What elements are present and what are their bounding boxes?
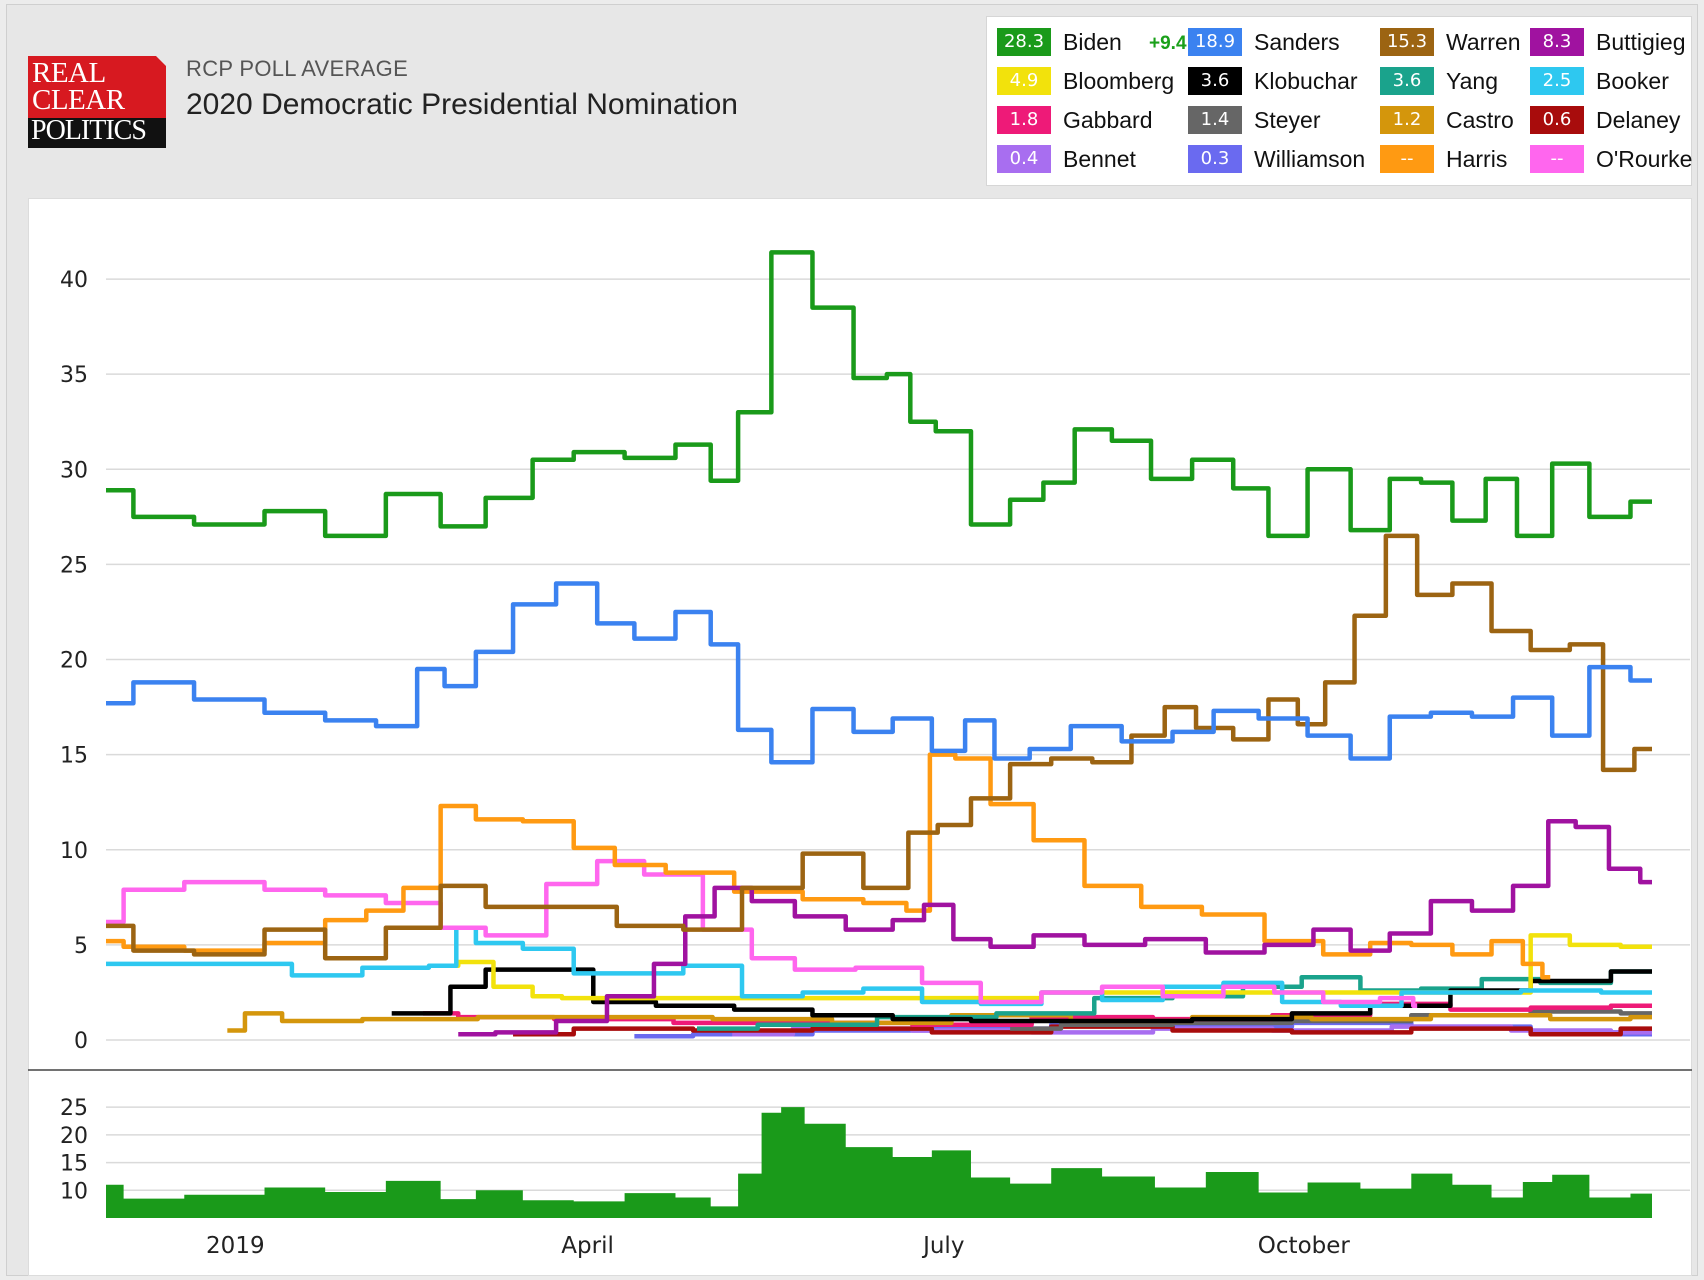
series-line-buttigieg[interactable] (458, 818, 1652, 1037)
legend-name: Castro (1446, 107, 1514, 133)
legend-name: Harris (1446, 146, 1508, 172)
legend-value-badge: 2.5 (1530, 67, 1584, 95)
legend-name: Delaney (1596, 107, 1681, 133)
y-tick-label: 30 (60, 458, 88, 483)
series-line-booker[interactable] (106, 925, 1652, 1009)
y-tick-label: 35 (60, 363, 88, 388)
legend-value-badge: -- (1530, 145, 1584, 173)
logo-line-1: REAL (32, 57, 106, 89)
candidate-legend: 28.3 Biden +9.4 18.9 Sanders 15.3 Warren… (986, 16, 1692, 186)
legend-name: Booker (1596, 68, 1669, 94)
x-tick-label: July (921, 1233, 964, 1259)
lead-y-tick-label: 10 (60, 1179, 88, 1204)
legend-value-badge: 4.9 (997, 67, 1051, 95)
legend-value-badge: 1.2 (1380, 106, 1434, 134)
legend-name: Williamson (1254, 146, 1366, 172)
lead-y-tick-label: 20 (60, 1124, 88, 1149)
lead-y-tick-label: 15 (60, 1152, 88, 1177)
legend-name: Klobuchar (1254, 68, 1358, 94)
lead-y-tick-label: 25 (60, 1096, 88, 1121)
lead-area-layer (106, 1107, 1652, 1218)
legend-value-badge: 28.3 (997, 28, 1051, 56)
series-line-sanders[interactable] (106, 581, 1652, 765)
lead-margin: +9.4 (1149, 33, 1187, 54)
legend-name: Biden (1063, 29, 1122, 55)
legend-name: Bloomberg (1063, 68, 1175, 94)
series-line-biden[interactable] (106, 250, 1652, 539)
y-tick-label: 15 (60, 744, 88, 769)
legend-name: Yang (1446, 68, 1499, 94)
y-tick-label: 20 (60, 649, 88, 674)
legend-name: Gabbard (1063, 107, 1153, 133)
logo-band (28, 118, 166, 148)
chart-title: 2020 Democratic Presidential Nomination (186, 88, 738, 121)
x-tick-label: 2019 (206, 1233, 265, 1259)
series-line-klobuchar[interactable] (391, 967, 1652, 1024)
legend-value-badge: 3.6 (1380, 67, 1434, 95)
y-tick-label: 25 (60, 553, 88, 578)
legend-name: Bennet (1063, 146, 1136, 172)
legend-name: Buttigieg (1596, 29, 1686, 55)
legend-value-badge: 3.6 (1188, 67, 1242, 95)
legend-name: Steyer (1254, 107, 1321, 133)
legend-value-badge: 0.4 (997, 145, 1051, 173)
logo-line-3: POLITICS (31, 115, 147, 146)
y-tick-label: 0 (74, 1029, 88, 1054)
legend-value-badge: 1.4 (1188, 106, 1242, 134)
x-tick-label: October (1258, 1233, 1351, 1259)
legend-value-badge: 15.3 (1380, 28, 1434, 56)
lead-area (106, 1107, 1652, 1218)
y-tick-label: 10 (60, 839, 88, 864)
x-tick-label: April (561, 1233, 614, 1259)
y-tick-label: 5 (74, 934, 88, 959)
legend-name: Sanders (1254, 29, 1340, 55)
series-line-o-rourke[interactable] (106, 858, 1418, 1009)
logo-corner (156, 56, 166, 66)
series-line-harris[interactable] (106, 752, 1551, 980)
legend-value-badge: 0.6 (1530, 106, 1584, 134)
series-layer (106, 250, 1652, 1039)
legend-value-badge: 1.8 (997, 106, 1051, 134)
poll-average-kicker: RCP POLL AVERAGE (186, 56, 409, 81)
legend-name: Warren (1446, 29, 1521, 55)
legend-name: O'Rourke (1596, 146, 1693, 172)
legend-value-badge: 0.3 (1188, 145, 1242, 173)
legend-value-badge: 18.9 (1188, 28, 1242, 56)
logo-line-2: CLEAR (32, 84, 125, 116)
legend-value-badge: -- (1380, 145, 1434, 173)
series-line-warren[interactable] (106, 533, 1652, 961)
legend-value-badge: 8.3 (1530, 28, 1584, 56)
rcp-logo: REAL CLEAR POLITICS (28, 56, 166, 148)
series-line-castro[interactable] (227, 1011, 1652, 1033)
series-line-bloomberg[interactable] (442, 933, 1652, 1001)
y-tick-label: 40 (60, 268, 88, 293)
grid-layer (106, 278, 1690, 1192)
